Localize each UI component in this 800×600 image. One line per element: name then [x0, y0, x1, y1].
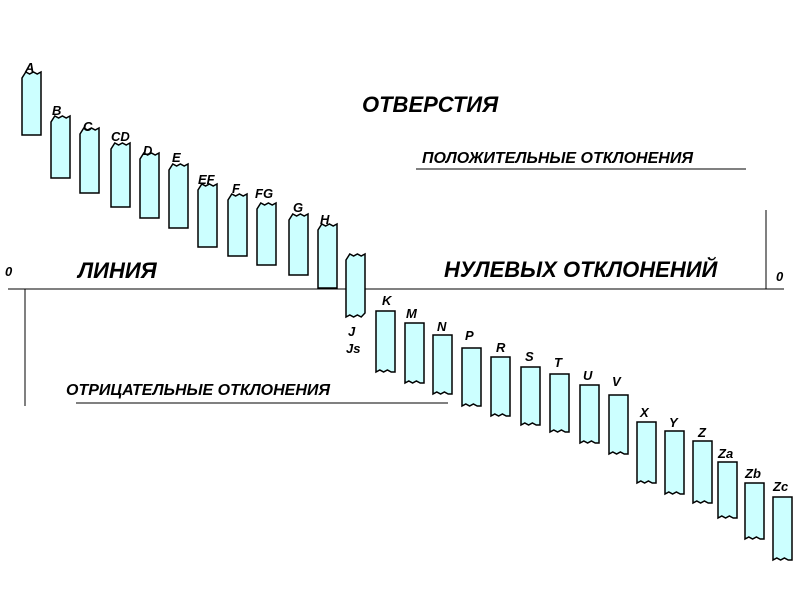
field-label-t: T [554, 355, 563, 370]
field-bar-s [520, 366, 541, 427]
field-label-u: U [583, 368, 593, 383]
field-p: P [461, 328, 482, 408]
zero-line-label-left: ЛИНИЯ [76, 258, 158, 283]
field-bar-j [345, 252, 366, 319]
field-label-v: V [612, 374, 622, 389]
field-bar-y [664, 430, 685, 496]
field-bar-fg [256, 201, 277, 266]
field-fg: FG [255, 186, 277, 266]
zero-left: 0 [5, 264, 13, 279]
field-c: C [79, 119, 100, 194]
field-bar-r [490, 356, 511, 418]
field-s: S [520, 349, 541, 427]
field-bar-m [404, 322, 425, 385]
field-x: X [636, 405, 657, 485]
field-bar-k [375, 310, 396, 374]
field-label-e: E [172, 150, 181, 165]
field-bar-h [317, 222, 338, 289]
field-bar-d [139, 151, 160, 219]
field-label-fg: FG [255, 186, 273, 201]
field-t: T [549, 355, 570, 434]
field-za: Za [717, 446, 738, 520]
field-label-c: C [83, 119, 93, 134]
field-a: A [21, 60, 42, 136]
field-label-cd: CD [111, 129, 130, 144]
field-zb: Zb [744, 466, 765, 541]
field-bar-t [549, 373, 570, 434]
field-bar-c [79, 126, 100, 194]
field-label-m: M [406, 306, 418, 321]
field-f: F [227, 181, 248, 257]
deviation-fields: A B C CD D E EF F FG G H J Js KM N P R S T U V X Y Z Za Zb Zc [21, 60, 793, 562]
field-label-f: F [232, 181, 241, 196]
field-bar-zc [772, 496, 793, 562]
field-n: N [432, 319, 453, 396]
field-u: U [579, 368, 600, 445]
field-label-a: A [24, 60, 34, 75]
field-r: R [490, 340, 511, 418]
positive-deviations-label: ПОЛОЖИТЕЛЬНЫЕ ОТКЛОНЕНИЯ [422, 150, 693, 167]
field-zc: Zc [772, 479, 793, 562]
field-bar-cd [110, 141, 131, 208]
title-holes: ОТВЕРСТИЯ [362, 92, 499, 117]
field-k: K [375, 293, 396, 374]
field-bar-e [168, 162, 189, 229]
field-label-h: H [320, 212, 330, 227]
field-bar-f [227, 192, 248, 257]
field-bar-za [717, 461, 738, 520]
field-bar-n [432, 334, 453, 396]
field-bar-v [608, 394, 629, 456]
field-b: B [50, 103, 71, 179]
field-label-d: D [143, 143, 153, 158]
field-bar-a [21, 70, 42, 136]
field-bar-z [692, 440, 713, 505]
field-label-js: Js [346, 341, 360, 356]
field-h: H [317, 212, 338, 289]
field-j: J Js [345, 252, 366, 356]
field-label-zc: Zc [772, 479, 789, 494]
zero-right: 0 [776, 269, 784, 284]
zero-line-label-right: НУЛЕВЫХ ОТКЛОНЕНИЙ [444, 256, 719, 282]
field-d: D [139, 143, 160, 219]
field-label-za: Za [717, 446, 733, 461]
field-bar-b [50, 114, 71, 179]
field-bar-u [579, 384, 600, 445]
field-v: V [608, 374, 629, 456]
field-label-n: N [437, 319, 447, 334]
field-label-y: Y [669, 415, 679, 430]
field-label-j: J [348, 324, 356, 339]
field-label-b: B [52, 103, 61, 118]
field-label-g: G [293, 200, 303, 215]
field-bar-zb [744, 482, 765, 541]
field-bar-ef [197, 182, 218, 248]
field-z: Z [692, 425, 713, 505]
field-g: G [288, 200, 309, 276]
field-ef: EF [197, 172, 218, 248]
field-label-x: X [639, 405, 650, 420]
field-label-ef: EF [198, 172, 216, 187]
field-label-s: S [525, 349, 534, 364]
field-bar-g [288, 212, 309, 276]
field-label-r: R [496, 340, 506, 355]
negative-deviations-label: ОТРИЦАТЕЛЬНЫЕ ОТКЛОНЕНИЯ [66, 382, 330, 399]
field-bar-p [461, 347, 482, 408]
field-y: Y [664, 415, 685, 496]
field-label-z: Z [697, 425, 707, 440]
field-cd: CD [110, 129, 131, 208]
field-label-k: K [382, 293, 393, 308]
field-bar-x [636, 421, 657, 485]
field-m: M [404, 306, 425, 385]
field-label-p: P [465, 328, 474, 343]
field-e: E [168, 150, 189, 229]
field-label-zb: Zb [744, 466, 761, 481]
